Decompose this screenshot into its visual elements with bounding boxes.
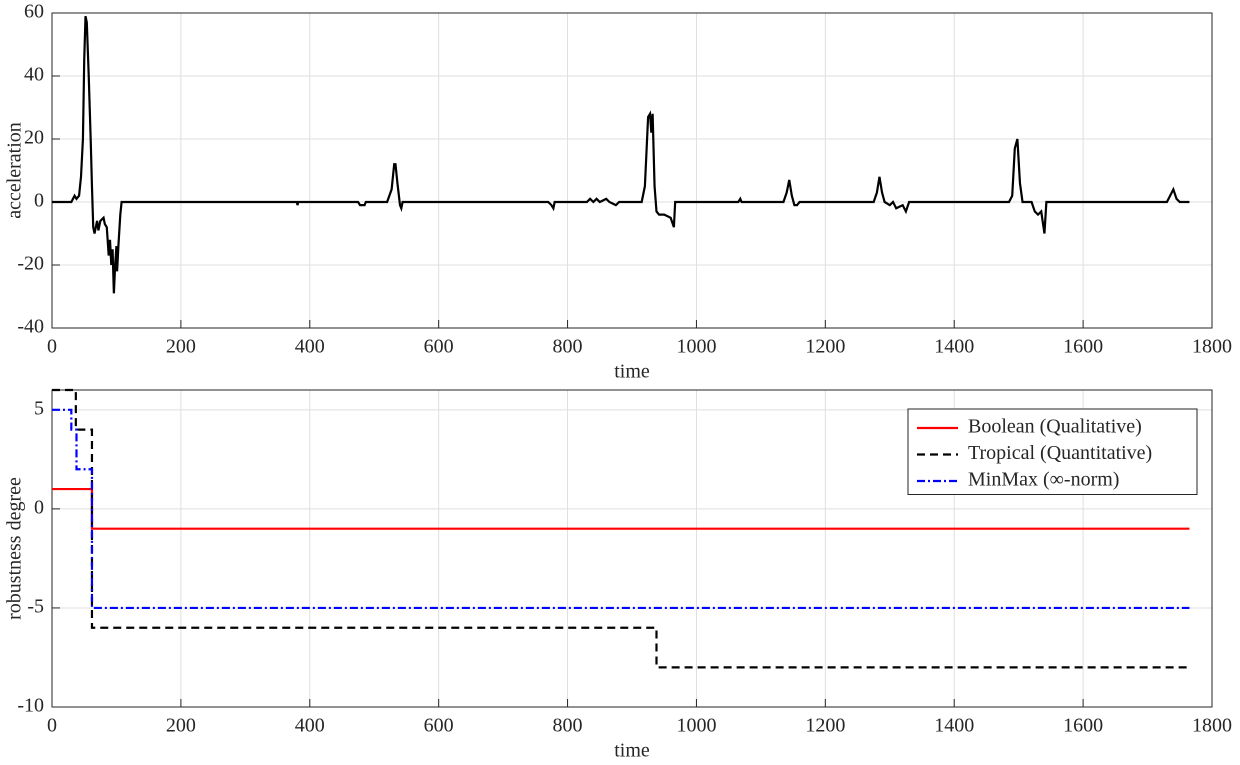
data-line <box>52 388 1190 669</box>
legend-label: Tropical (Quantitative) <box>968 442 1152 464</box>
x-axis-label: time <box>614 361 650 383</box>
data-line <box>52 408 1190 610</box>
y-axis-label: acceleration <box>4 122 26 219</box>
data-line <box>52 15 1190 294</box>
x-tick-label: 1800 <box>1192 336 1232 358</box>
subplot: 0 200 400 600 800 1000 1200 1400 1600 1800 -10 -5 0 5… <box>4 388 1232 762</box>
x-tick-label: 1000 <box>676 336 716 358</box>
x-tick-label: 400 <box>295 336 325 358</box>
x-tick-label: 1600 <box>1063 336 1103 358</box>
x-tick-label: 1600 <box>1063 715 1103 737</box>
legend-label: Boolean (Qualitative) <box>968 416 1142 438</box>
legend: Boolean (Qualitative) Tropical (Quantitat… <box>907 408 1198 495</box>
y-tick-label: -40 <box>17 316 44 338</box>
x-tick-label: 600 <box>424 715 454 737</box>
y-tick-label: -10 <box>17 695 44 717</box>
x-tick-label: 800 <box>553 715 583 737</box>
y-tick-label: 60 <box>24 1 44 23</box>
y-tick-label: 0 <box>34 190 44 212</box>
y-tick-label: -20 <box>17 253 44 275</box>
x-tick-label: 600 <box>424 336 454 358</box>
x-tick-label: 1000 <box>676 715 716 737</box>
x-tick-label: 0 <box>47 336 57 358</box>
x-tick-label: 1400 <box>934 336 974 358</box>
x-tick-label: 1200 <box>805 336 845 358</box>
x-tick-label: 200 <box>166 336 196 358</box>
legend-label: MinMax (∞-norm) <box>968 469 1119 491</box>
x-tick-label: 400 <box>295 715 325 737</box>
axes-frame <box>51 389 1213 708</box>
x-axis-label: time <box>614 740 650 762</box>
x-tick-label: 1400 <box>934 715 974 737</box>
y-tick-label: 5 <box>34 397 44 419</box>
axes-frame <box>51 12 1213 329</box>
x-tick-label: 1800 <box>1192 715 1232 737</box>
x-tick-label: 200 <box>166 715 196 737</box>
y-tick-label: 0 <box>34 496 44 518</box>
subplot: 0 200 400 600 800 1000 1200 1400 1600 1800 -40 -20 0… <box>4 1 1232 383</box>
y-tick-label: -5 <box>27 596 44 618</box>
y-tick-label: 40 <box>24 64 44 86</box>
x-tick-label: 0 <box>47 715 57 737</box>
y-axis-label: robustness degree <box>4 477 26 620</box>
y-tick-label: 20 <box>24 127 44 149</box>
x-tick-label: 1200 <box>805 715 845 737</box>
x-tick-label: 800 <box>553 336 583 358</box>
